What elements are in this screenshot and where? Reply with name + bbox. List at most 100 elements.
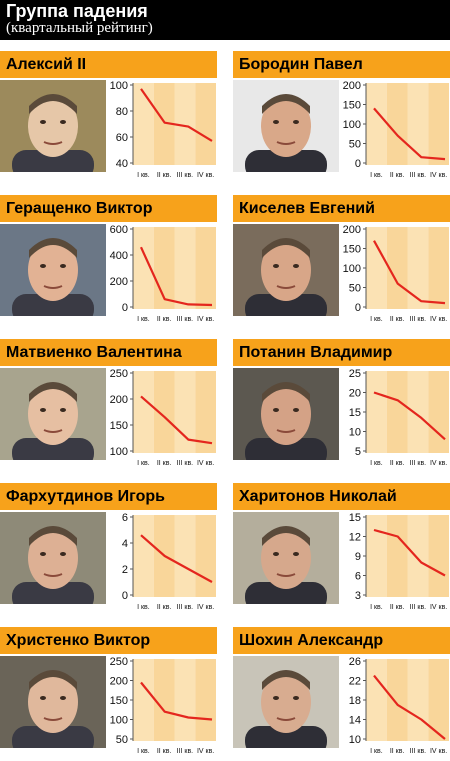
x-tick-label: II кв. bbox=[390, 748, 405, 755]
y-tick-label: 200 bbox=[343, 80, 361, 92]
y-tick-label: 0 bbox=[122, 302, 128, 314]
person-name: Бородин Павел bbox=[233, 51, 450, 78]
x-tick-label: IV кв. bbox=[197, 316, 214, 323]
quarter-band bbox=[195, 83, 216, 165]
y-tick-label: 200 bbox=[110, 394, 128, 406]
series-line bbox=[373, 674, 446, 740]
x-tick-label: II кв. bbox=[390, 460, 405, 467]
quarter-band bbox=[174, 83, 196, 165]
person-photo bbox=[233, 80, 339, 172]
person-panel: Бородин Павел 0 50 100 150 200 I кв. II кв. III … bbox=[233, 51, 450, 182]
person-name: Матвиенко Валентина bbox=[0, 339, 217, 366]
x-tick-label: III кв. bbox=[410, 604, 427, 611]
y-tick-label: 14 bbox=[349, 715, 361, 727]
quarter-band bbox=[386, 659, 408, 741]
y-tick-label: 150 bbox=[110, 420, 128, 432]
quarter-band bbox=[174, 659, 196, 741]
series-line bbox=[373, 240, 446, 305]
person-photo bbox=[233, 368, 339, 460]
person-name: Шохин Александр bbox=[233, 627, 450, 654]
y-tick-label: 9 bbox=[355, 551, 361, 563]
quarter-band bbox=[153, 659, 175, 741]
y-tick-label: 50 bbox=[349, 139, 361, 151]
quarter-band bbox=[366, 659, 387, 741]
y-tick-label: 4 bbox=[122, 538, 128, 550]
y-tick-label: 15 bbox=[349, 407, 361, 419]
x-tick-label: III кв. bbox=[410, 316, 427, 323]
portrait-image bbox=[0, 656, 106, 748]
y-tick-label: 0 bbox=[355, 302, 361, 314]
rating-chart: 40 60 80 100 I кв. II кв. III кв. IV кв. bbox=[107, 80, 217, 182]
y-tick-label: 6 bbox=[122, 512, 128, 524]
series-line bbox=[373, 391, 446, 441]
y-tick-label: 100 bbox=[343, 263, 361, 275]
x-tick-label: II кв. bbox=[157, 316, 172, 323]
x-tick-label: IV кв. bbox=[430, 172, 447, 179]
y-tick-label: 100 bbox=[343, 119, 361, 131]
x-tick-label: I кв. bbox=[370, 316, 383, 323]
rating-chart: 0 50 100 150 200 I кв. II кв. III кв. IV кв. bbox=[340, 224, 450, 326]
x-tick-label: IV кв. bbox=[197, 172, 214, 179]
portrait-image bbox=[233, 368, 339, 460]
quarter-band bbox=[407, 515, 429, 597]
x-tick-label: I кв. bbox=[137, 748, 150, 755]
y-tick-label: 20 bbox=[349, 388, 361, 400]
y-tick-label: 0 bbox=[122, 590, 128, 602]
y-tick-label: 10 bbox=[349, 427, 361, 439]
series-line bbox=[373, 107, 446, 161]
x-tick-label: III кв. bbox=[410, 748, 427, 755]
quarter-band bbox=[407, 659, 429, 741]
line-chart: 0 50 100 150 200 I кв. II кв. III кв. IV кв. bbox=[343, 80, 449, 179]
rating-chart: 0 50 100 150 200 I кв. II кв. III кв. IV кв. bbox=[340, 80, 450, 182]
x-tick-label: IV кв. bbox=[430, 316, 447, 323]
quarter-band bbox=[133, 659, 154, 741]
y-tick-label: 100 bbox=[110, 446, 128, 458]
x-tick-label: IV кв. bbox=[430, 460, 447, 467]
rating-chart: 5 10 15 20 25 I кв. II кв. III кв. IV кв. bbox=[340, 368, 450, 470]
portrait-image bbox=[0, 224, 106, 316]
y-tick-label: 150 bbox=[343, 100, 361, 112]
x-tick-label: II кв. bbox=[390, 172, 405, 179]
line-chart: 40 60 80 100 I кв. II кв. III кв. IV кв. bbox=[110, 80, 216, 179]
y-tick-label: 200 bbox=[343, 224, 361, 236]
portrait-image bbox=[233, 656, 339, 748]
x-tick-label: I кв. bbox=[137, 460, 150, 467]
line-chart: 5 10 15 20 25 I кв. II кв. III кв. IV кв. bbox=[349, 368, 449, 467]
quarter-band bbox=[195, 659, 216, 741]
y-tick-label: 2 bbox=[122, 564, 128, 576]
series-line bbox=[140, 534, 213, 583]
x-tick-label: III кв. bbox=[177, 748, 194, 755]
person-photo bbox=[233, 656, 339, 748]
quarter-band bbox=[174, 515, 196, 597]
rating-chart: 100 150 200 250 I кв. II кв. III кв. IV кв. bbox=[107, 368, 217, 470]
x-tick-label: I кв. bbox=[370, 172, 383, 179]
x-tick-label: I кв. bbox=[137, 316, 150, 323]
x-tick-label: II кв. bbox=[157, 748, 172, 755]
person-panel: Алексий II 40 60 80 100 I кв. II кв. III кв. IV … bbox=[0, 51, 217, 182]
quarter-band bbox=[407, 227, 429, 309]
y-tick-label: 5 bbox=[355, 446, 361, 458]
x-tick-label: II кв. bbox=[157, 604, 172, 611]
quarter-band bbox=[366, 515, 387, 597]
x-tick-label: II кв. bbox=[390, 316, 405, 323]
page-subtitle: (квартальный рейтинг) bbox=[6, 20, 153, 36]
y-tick-label: 25 bbox=[349, 368, 361, 380]
x-tick-label: III кв. bbox=[177, 460, 194, 467]
x-tick-label: I кв. bbox=[137, 172, 150, 179]
quarter-band bbox=[407, 83, 429, 165]
rating-chart: 10 14 18 22 26 I кв. II кв. III кв. IV кв. bbox=[340, 656, 450, 758]
quarter-band bbox=[428, 227, 449, 309]
person-panel: Шохин Александр 10 14 18 22 26 I кв. II кв. III … bbox=[233, 627, 450, 758]
person-panel: Фархутдинов Игорь 0 2 4 6 I кв. II кв. III кв. I… bbox=[0, 483, 217, 614]
quarter-band bbox=[428, 659, 449, 741]
line-chart: 50 100 150 200 250 I кв. II кв. III кв. IV кв. bbox=[110, 656, 216, 755]
quarter-band bbox=[133, 83, 154, 165]
y-tick-label: 40 bbox=[116, 158, 128, 170]
x-tick-label: I кв. bbox=[370, 460, 383, 467]
x-tick-label: II кв. bbox=[157, 460, 172, 467]
quarter-band bbox=[133, 227, 154, 309]
quarter-band bbox=[366, 371, 387, 453]
y-tick-label: 12 bbox=[349, 532, 361, 544]
quarter-band bbox=[174, 227, 196, 309]
x-tick-label: IV кв. bbox=[197, 748, 214, 755]
